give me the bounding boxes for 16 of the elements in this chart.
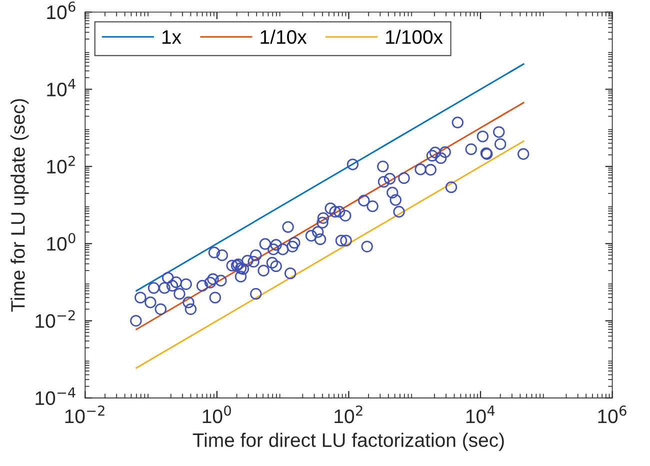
x-tick-label: 10$^{6}$ [598, 405, 626, 424]
y-tick-label: 10$^{0}$ [47, 232, 76, 251]
y-tick-label: 10$^{2}$ [47, 156, 75, 174]
y-tick-label: 10$^{6}$ [47, 1, 76, 20]
x-tick-label: 10$^{0}$ [202, 405, 231, 424]
x-tick-label: 10$^{4}$ [466, 406, 495, 424]
x-tick-label: 10$^{−2}$ [65, 405, 104, 424]
legend-label: 1/100x [386, 30, 443, 44]
y-tick-label: 10$^{−4}$ [36, 388, 76, 406]
y-axis-title: Time for LU update (sec) [10, 99, 29, 312]
y-tick-label: 10$^{−2}$ [36, 310, 75, 328]
legend-label: 1x [162, 30, 182, 44]
legend-label: 1/10x [260, 30, 307, 44]
x-axis-title: Time for direct LU factorization (sec) [192, 432, 504, 451]
y-tick-label: 10$^{4}$ [47, 78, 76, 96]
x-tick-label: 10$^{2}$ [334, 405, 362, 424]
